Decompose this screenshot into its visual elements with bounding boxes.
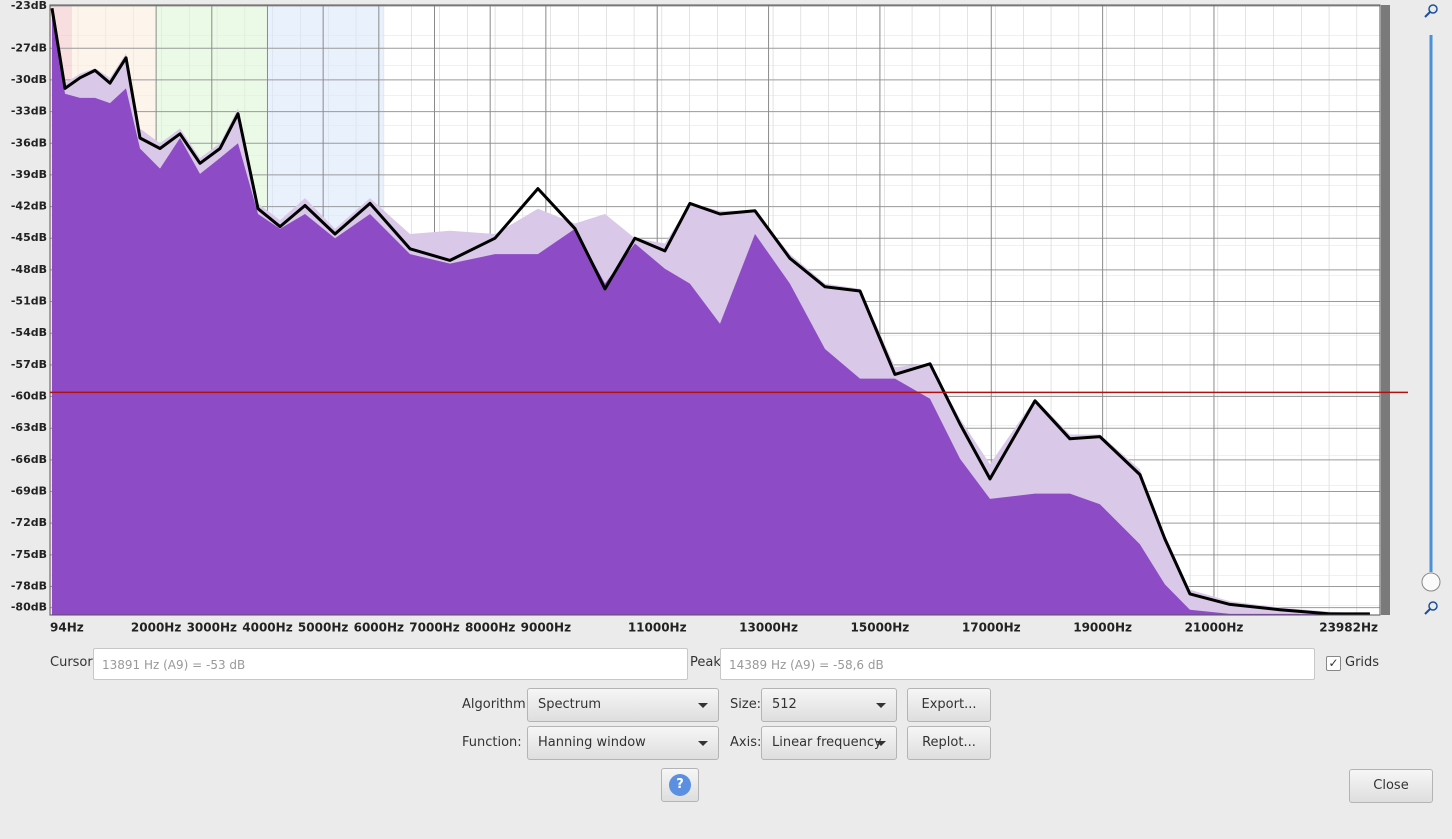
y-tick-label: -66dB — [11, 453, 47, 466]
spectrum-line — [50, 7, 1370, 616]
x-tick-label: 6000Hz — [354, 621, 404, 635]
x-tick-label: 23982Hz — [1319, 621, 1378, 635]
y-tick-label: -63dB — [11, 421, 47, 434]
size-select[interactable]: 512 — [761, 688, 897, 722]
spectrum-area — [52, 8, 1370, 615]
algorithm-label: Algorithm: — [462, 697, 531, 712]
x-tick-label: 8000Hz — [465, 621, 515, 635]
y-tick-label: -39dB — [11, 168, 47, 181]
x-tick-label: 13000Hz — [739, 621, 798, 635]
y-tick-label: -45dB — [11, 231, 47, 244]
y-tick-label: -42dB — [11, 200, 47, 213]
x-tick-label: 94Hz — [50, 621, 84, 635]
export-button[interactable]: Export... — [907, 688, 991, 722]
x-tick-label: 17000Hz — [962, 621, 1021, 635]
peak-label: Peak: — [690, 655, 726, 670]
function-label: Function: — [462, 735, 522, 750]
y-tick-label: -27dB — [11, 41, 47, 54]
x-tick-label: 5000Hz — [298, 621, 348, 635]
y-tick-label: -23dB — [11, 0, 47, 12]
x-tick-label: 21000Hz — [1185, 621, 1244, 635]
y-tick-label: -33dB — [11, 105, 47, 118]
zoom-in-icon[interactable] — [1424, 4, 1438, 18]
scrollbar[interactable] — [1381, 5, 1390, 615]
x-tick-label: 11000Hz — [628, 621, 687, 635]
y-tick-label: -57dB — [11, 358, 47, 371]
x-tick-label: 9000Hz — [521, 621, 571, 635]
help-icon: ? — [669, 774, 691, 796]
y-tick-label: -72dB — [11, 516, 47, 529]
y-tick-label: -78dB — [11, 580, 47, 593]
close-button[interactable]: Close — [1349, 769, 1433, 803]
replot-button[interactable]: Replot... — [907, 726, 991, 760]
x-tick-label: 7000Hz — [409, 621, 459, 635]
x-tick-label: 15000Hz — [851, 621, 910, 635]
y-tick-label: -36dB — [11, 136, 47, 149]
y-tick-label: -60dB — [11, 390, 47, 403]
y-tick-label: -69dB — [11, 485, 47, 498]
size-label: Size: — [730, 697, 762, 712]
x-tick-label: 3000Hz — [187, 621, 237, 635]
y-tick-label: -54dB — [11, 326, 47, 339]
cursor-label: Cursor: — [50, 655, 97, 670]
cursor-field: 13891 Hz (A9) = -53 dB — [93, 648, 688, 680]
y-tick-label: -48dB — [11, 263, 47, 276]
y-tick-label: -51dB — [11, 295, 47, 308]
spectrum-plot: -23dB -27dB -30dB -33dB -36dB -39dB -42dB -45dB… — [11, 0, 1441, 635]
axis-select[interactable]: Linear frequency — [761, 726, 897, 760]
zoom-slider[interactable] — [1421, 572, 1441, 592]
peak-field: 14389 Hz (A9) = -58,6 dB — [720, 648, 1315, 680]
algorithm-select[interactable]: Spectrum — [527, 688, 719, 722]
function-select[interactable]: Hanning window — [527, 726, 719, 760]
plot-border — [49, 4, 1381, 616]
grids-label[interactable]: Grids — [1345, 655, 1380, 670]
axis-label: Axis: — [730, 735, 762, 750]
x-tick-label: 2000Hz — [131, 621, 181, 635]
y-tick-label: -80dB — [11, 601, 47, 614]
x-tick-label: 19000Hz — [1073, 621, 1132, 635]
grids-checkbox[interactable]: ✓ — [1326, 656, 1341, 671]
help-button[interactable]: ? — [661, 768, 699, 802]
y-tick-label: -30dB — [11, 73, 47, 86]
y-tick-label: -75dB — [11, 548, 47, 561]
zoom-out-icon[interactable] — [1424, 601, 1438, 615]
x-tick-label: 4000Hz — [242, 621, 292, 635]
